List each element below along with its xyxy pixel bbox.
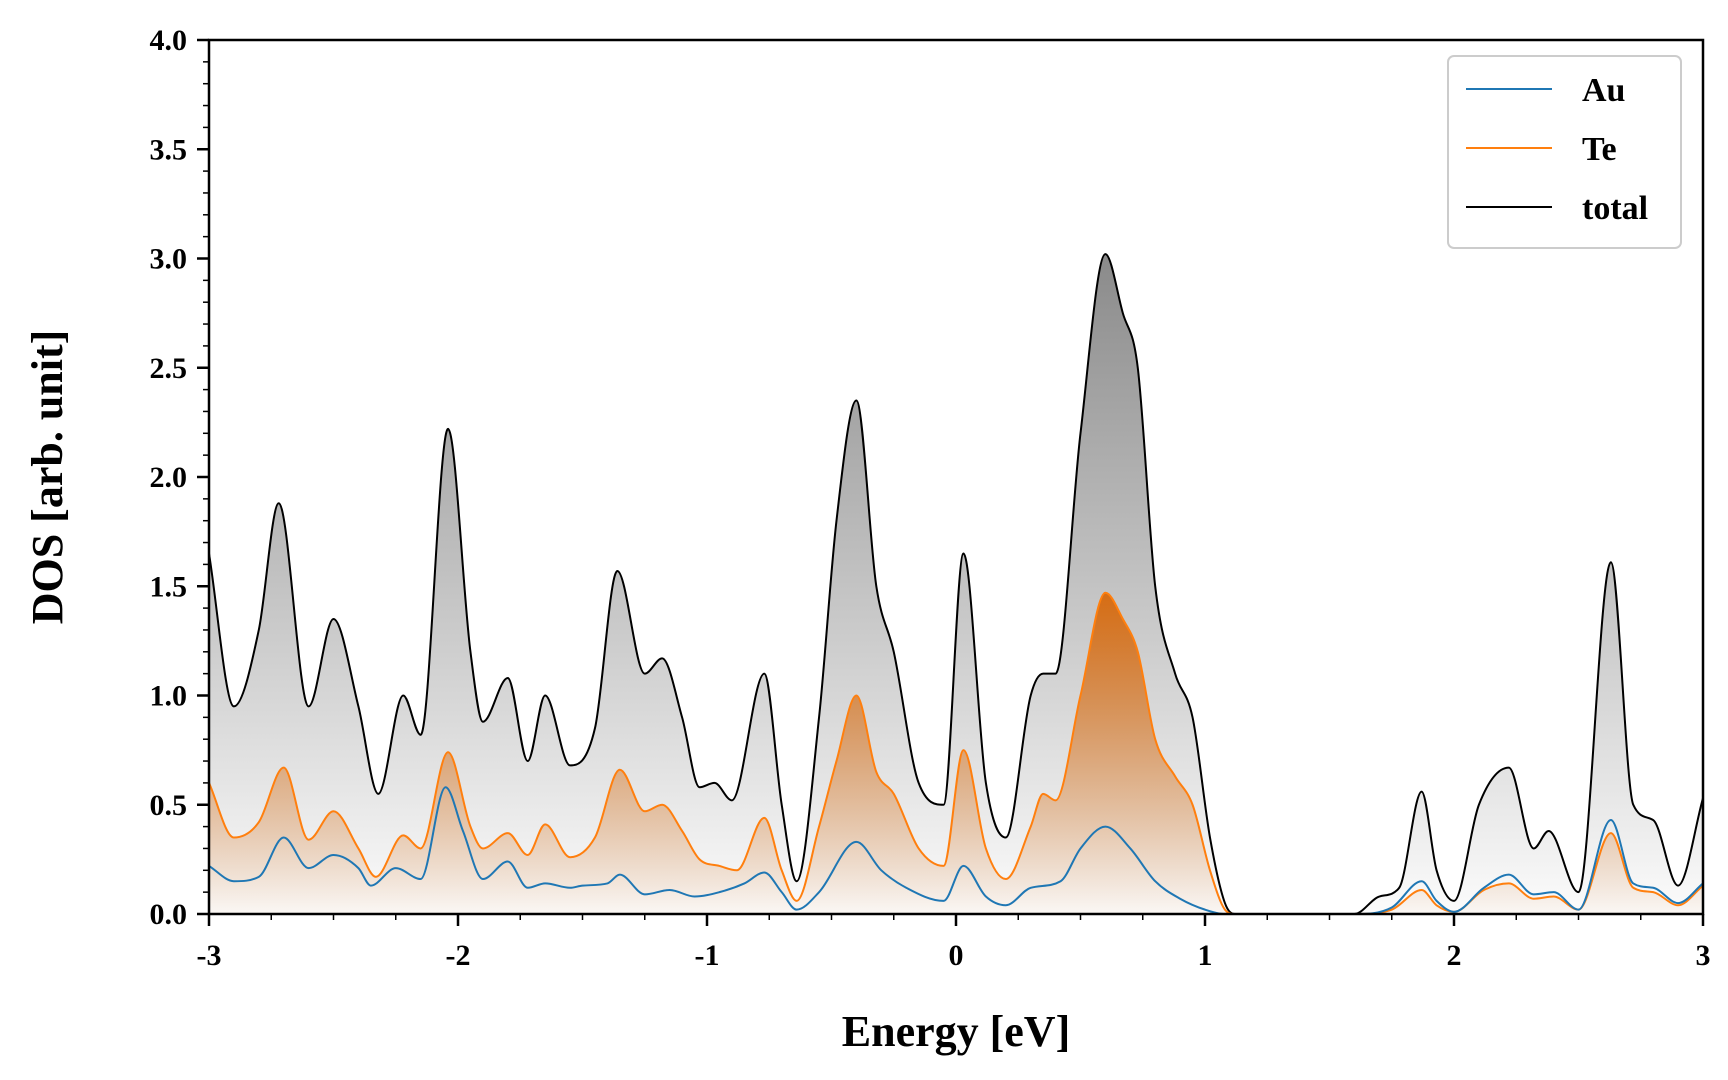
x-tick-label: -2 — [446, 939, 471, 972]
y-tick-label: 2.5 — [150, 352, 188, 385]
legend-label-au: Au — [1582, 72, 1625, 109]
x-tick-label: 3 — [1696, 939, 1711, 972]
y-axis-title: DOS [arb. unit] — [23, 330, 72, 625]
x-tick-label: -1 — [695, 939, 720, 972]
plot-area — [209, 253, 1703, 914]
y-tick-label: 0.5 — [150, 789, 188, 822]
x-tick-label: -3 — [197, 939, 222, 972]
x-axis-title: Energy [eV] — [842, 1007, 1071, 1056]
x-tick-label: 0 — [949, 939, 964, 972]
y-tick-label: 1.0 — [150, 680, 188, 713]
series-line-te — [209, 591, 1703, 914]
x-tick-label: 2 — [1447, 939, 1462, 972]
legend: Au Te total — [1447, 55, 1682, 249]
series-line-au — [209, 786, 1703, 914]
y-tick-label: 3.0 — [150, 243, 188, 276]
series-fill-te — [209, 592, 1703, 914]
legend-label-total: total — [1582, 190, 1648, 227]
x-tick-label: 1 — [1198, 939, 1213, 972]
y-tick-label: 4.0 — [150, 24, 188, 57]
series-line-total — [209, 253, 1703, 914]
x-axis: -3 -2 -1 0 1 2 3 — [197, 914, 1711, 972]
y-axis: 0.0 0.5 1.0 1.5 2.0 2.5 3.0 3.5 4.0 — [150, 24, 209, 931]
y-tick-label: 3.5 — [150, 133, 188, 166]
y-tick-label: 2.0 — [150, 461, 188, 494]
legend-box — [1447, 55, 1682, 249]
y-tick-label: 1.5 — [150, 570, 188, 603]
legend-label-te: Te — [1582, 131, 1617, 168]
y-tick-label: 0.0 — [150, 898, 188, 931]
